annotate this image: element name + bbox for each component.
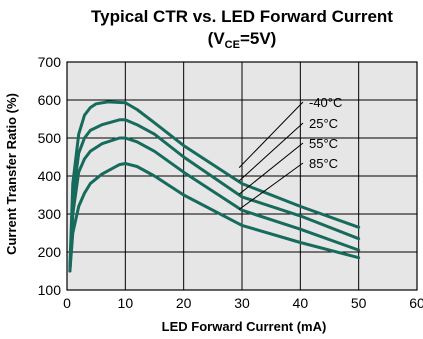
x-tick-label: 30 [234,295,250,311]
series-line-3 [68,162,361,273]
chart-subtitle: (VCE=5V) [208,29,277,51]
leader-line-1 [238,122,304,182]
y-ticks: 100 200 300 400 500 600 700 [38,54,62,298]
subtitle-subscript: CE [225,39,240,51]
y-tick-label: 400 [38,168,62,184]
y-tick-label: 300 [38,206,62,222]
y-tick-label: 600 [38,92,62,108]
subtitle-open: (V [208,29,226,48]
x-tick-label: 20 [176,295,192,311]
y-tick-label: 700 [38,54,62,70]
y-tick-label: 100 [38,282,62,298]
x-tick-label: 40 [293,295,309,311]
x-axis-label: LED Forward Current (mA) [162,319,327,334]
series-leaders [238,101,304,210]
y-tick-label: 200 [38,244,62,260]
x-tick-label: 50 [351,295,367,311]
x-ticks: 0 10 20 30 40 50 60 [63,295,423,311]
series-labels: -40°C 25°C 55°C 85°C [309,95,342,171]
leader-line-2 [238,142,304,195]
series-label-1: 25°C [309,116,338,131]
series-curves [68,100,361,273]
x-tick-label: 0 [63,295,71,311]
leader-line-3 [238,162,304,210]
y-axis-label: Current Transfer Ratio (%) [4,93,19,255]
series-label-3: 85°C [309,156,338,171]
chart-title: Typical CTR vs. LED Forward Current [91,7,393,26]
y-tick-label: 500 [38,130,62,146]
series-line-2 [68,136,361,273]
x-tick-label: 10 [118,295,134,311]
series-line-1 [68,118,361,273]
plot-border [66,61,418,291]
series-label-2: 55°C [309,136,338,151]
x-tick-label: 60 [409,295,423,311]
subtitle-close: =5V) [240,29,276,48]
leader-line-0 [238,101,304,168]
series-label-0: -40°C [309,95,342,110]
series-line-0 [68,100,361,269]
